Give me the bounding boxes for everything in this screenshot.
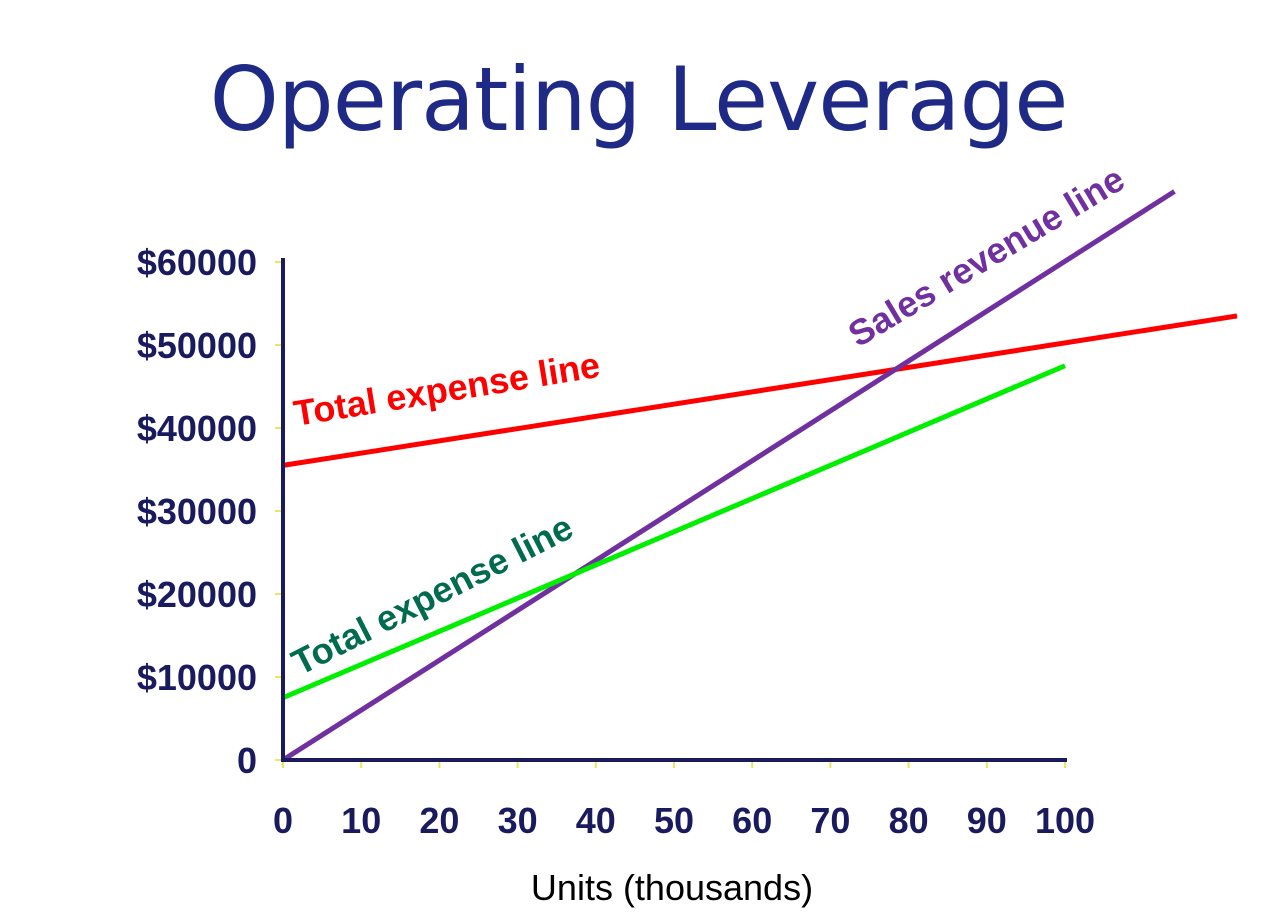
annotation-purple-sales-revenue: Sales revenue line [841, 158, 1131, 355]
series-line-purple [281, 189, 1176, 763]
x-tick-label: 40 [576, 800, 616, 841]
x-tick-label: 70 [810, 800, 850, 841]
y-tick-label: $20000 [137, 574, 257, 615]
x-tick-label: 20 [419, 800, 459, 841]
y-tick-label: $60000 [137, 242, 257, 283]
chart-title: Operating Leverage [209, 48, 1069, 151]
x-axis-label: Units (thousands) [531, 867, 813, 908]
y-tick-label: $50000 [137, 325, 257, 366]
x-tick-label: 80 [889, 800, 929, 841]
y-tick-label: $10000 [137, 657, 257, 698]
x-tick-label: 60 [732, 800, 772, 841]
annotation-green-total-expense: Total expense line [285, 506, 579, 683]
series-line-green [282, 363, 1066, 701]
y-axis-ticks: 0 $10000 $20000 $30000 $40000 $50000 $60000 [137, 242, 283, 781]
y-tick-label: 0 [237, 740, 257, 781]
x-tick-label: 10 [341, 800, 381, 841]
x-tick-label: 0 [273, 800, 293, 841]
y-tick-label: $40000 [137, 408, 257, 449]
series-line-red [282, 313, 1238, 468]
x-tick-label: 50 [654, 800, 694, 841]
series-lines [281, 189, 1238, 763]
x-tick-label: 30 [498, 800, 538, 841]
y-tick-label: $30000 [137, 491, 257, 532]
x-axis-ticks: 0 10 20 30 40 50 60 70 80 90 100 [273, 760, 1095, 841]
x-tick-label: 90 [967, 800, 1007, 841]
x-tick-label: 100 [1035, 800, 1095, 841]
